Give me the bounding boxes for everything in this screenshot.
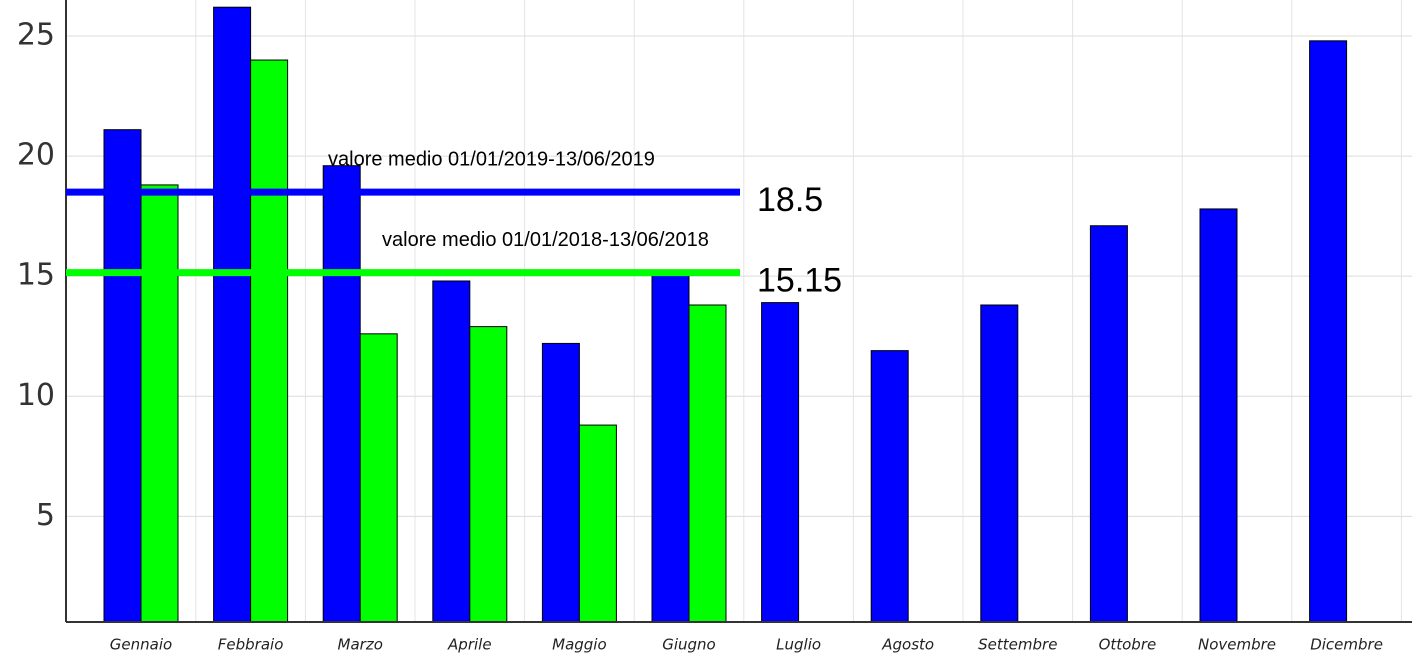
y-tick-label: 20 xyxy=(17,138,55,173)
y-tick-label: 10 xyxy=(17,378,55,413)
y-tick-label: 25 xyxy=(17,18,55,53)
bar xyxy=(651,270,690,623)
bar xyxy=(213,6,252,623)
y-tick-label: 5 xyxy=(36,498,55,533)
average-value: 15.15 xyxy=(757,262,842,300)
y-tick-label: 15 xyxy=(17,258,55,293)
bar xyxy=(140,184,179,623)
x-tick-label: Ottobre xyxy=(1099,636,1157,654)
bar xyxy=(1199,208,1238,623)
bar xyxy=(761,302,800,623)
bar xyxy=(870,350,909,623)
x-tick-label: Novembre xyxy=(1198,636,1276,654)
bar xyxy=(359,333,398,623)
x-tick-label: Giugno xyxy=(662,636,716,654)
x-tick-label: Febbraio xyxy=(218,636,284,654)
bar xyxy=(980,304,1019,623)
bar xyxy=(103,129,142,623)
bar xyxy=(469,326,508,623)
x-tick-label: Maggio xyxy=(552,636,607,654)
bar xyxy=(688,304,727,623)
x-tick-label: Gennaio xyxy=(110,636,172,654)
bar xyxy=(541,342,580,623)
x-tick-label: Aprile xyxy=(447,636,492,654)
average-label: valore medio 01/01/2018-13/06/2018 xyxy=(382,229,709,251)
average-label: valore medio 01/01/2019-13/06/2019 xyxy=(328,148,655,170)
bar xyxy=(1089,225,1128,623)
average-value: 18.5 xyxy=(757,181,823,219)
bar xyxy=(1309,40,1348,623)
bar xyxy=(322,165,361,623)
x-tick-label: Dicembre xyxy=(1310,636,1383,654)
x-tick-label: Luglio xyxy=(776,636,821,654)
bar xyxy=(250,59,289,623)
x-tick-label: Marzo xyxy=(338,636,383,654)
x-tick-label: Agosto xyxy=(881,636,934,654)
bar xyxy=(578,424,617,623)
bar xyxy=(432,280,471,623)
x-tick-label: Settembre xyxy=(978,636,1057,654)
